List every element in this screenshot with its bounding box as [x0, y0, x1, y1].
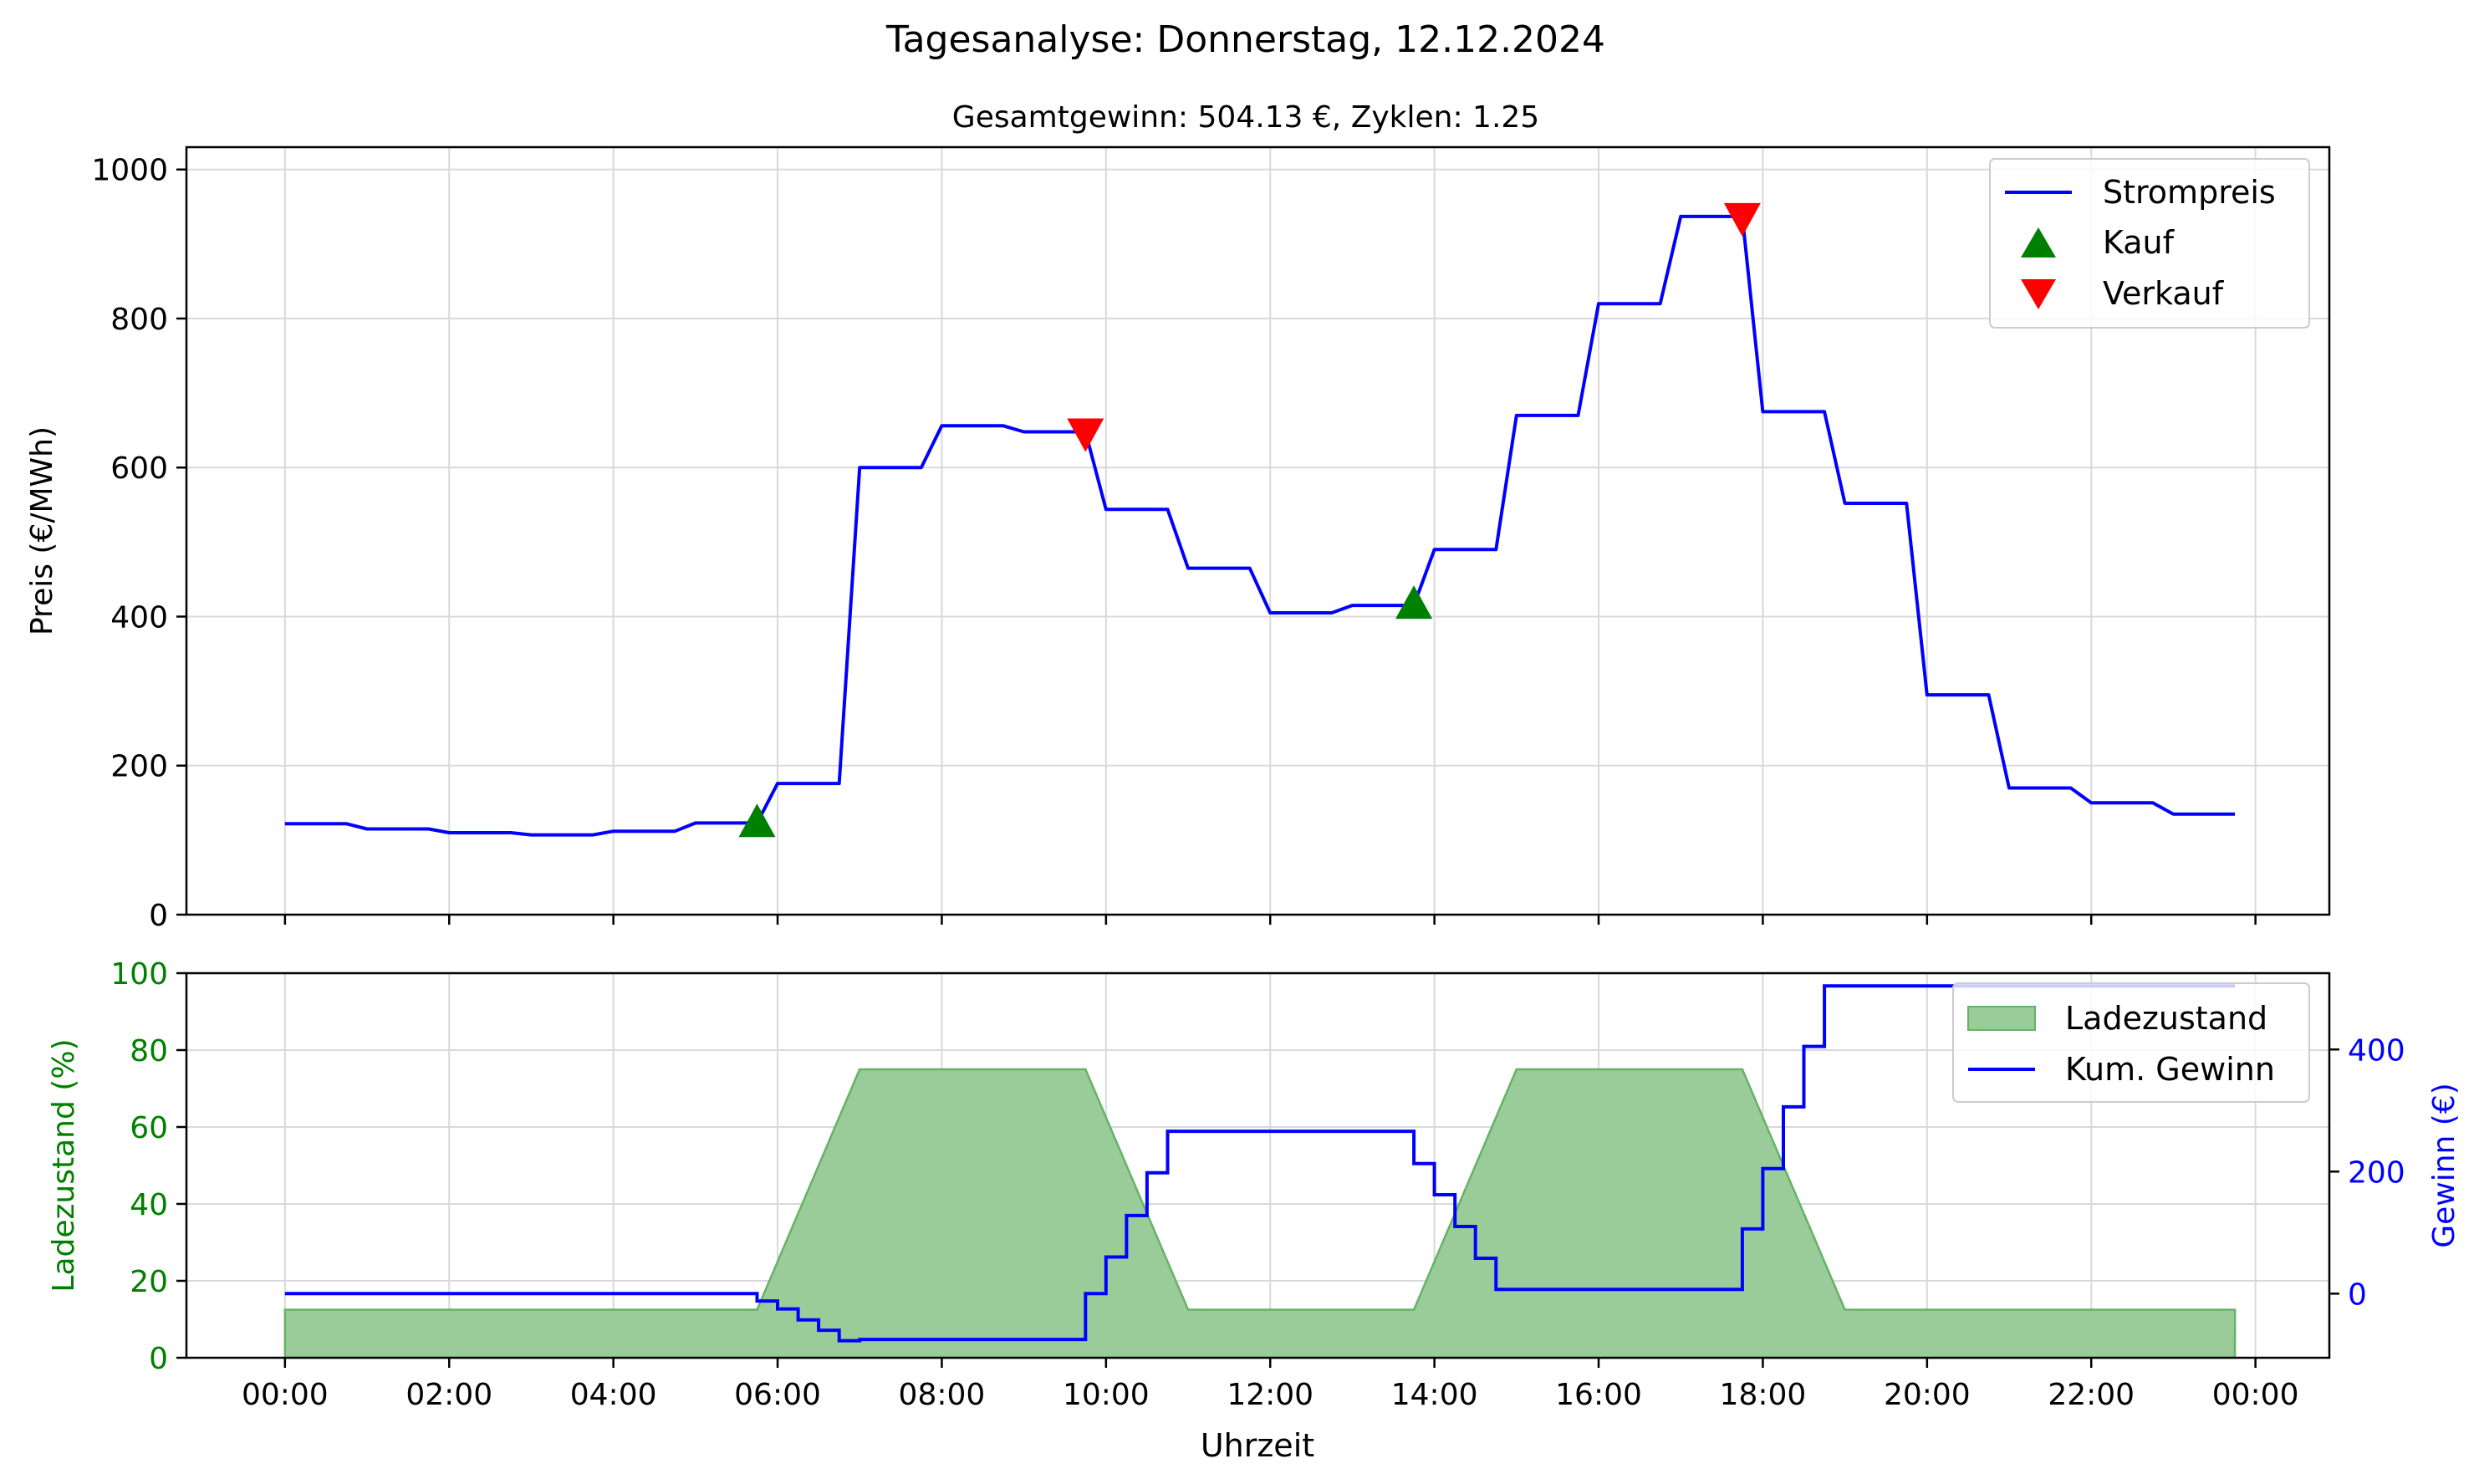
legend-soc-swatch [1967, 1006, 2036, 1031]
top-chart-title: Gesamtgewinn: 504.13 €, Zyklen: 1.25 [952, 100, 1539, 135]
time-x-axis: 00:00 02:00 04:00 06:00 08:00 10:00 12:00 14:00… [242, 1358, 2299, 1412]
x-tick-label-10: 20:00 [1884, 1378, 1971, 1412]
price-y-axis: 0 200 400 600 800 1000 [91, 154, 186, 933]
price-plot-area [284, 202, 2236, 838]
x-tick-label-8: 16:00 [1555, 1378, 1642, 1412]
figure-title: Tagesanalyse: Donnerstag, 12.12.2024 [885, 18, 1605, 61]
profit-y-tick-label-2: 400 [2348, 1033, 2405, 1068]
price-x-ticks [283, 915, 2257, 925]
legend-profit-label: Kum. Gewinn [2065, 1051, 2275, 1088]
x-tick-label-2: 04:00 [570, 1378, 657, 1412]
price-y-tick-label-5: 1000 [91, 154, 168, 188]
buy-marker-1 [1395, 585, 1433, 620]
soc-y-tick-label-0: 0 [149, 1342, 168, 1376]
sell-marker-1 [1723, 202, 1761, 237]
price-y-tick-label-1: 200 [110, 750, 168, 784]
x-tick-label-4: 08:00 [899, 1378, 986, 1412]
x-tick-label-6: 12:00 [1227, 1378, 1313, 1412]
x-axis-label: Uhrzeit [1201, 1427, 1314, 1464]
soc-legend: Ladezustand Kum. Gewinn [1952, 982, 2310, 1103]
soc-axes-frame [185, 971, 2331, 1359]
sell-marker-0 [1067, 418, 1104, 452]
x-tick-label-3: 06:00 [734, 1378, 821, 1412]
soc-area [283, 1068, 2237, 1359]
profit-line [284, 984, 2236, 1343]
soc-plot-area [283, 984, 2237, 1359]
x-tick-label-7: 14:00 [1391, 1378, 1478, 1412]
x-tick-label-5: 10:00 [1063, 1378, 1150, 1412]
profit-y-label: Gewinn (€) [2427, 1083, 2461, 1248]
legend-buy-marker [2021, 227, 2056, 258]
soc-y-tick-label-5: 100 [110, 957, 168, 992]
price-y-tick-label-0: 0 [149, 899, 168, 933]
profit-y-axis: 0 200 400 [2329, 1033, 2405, 1312]
legend-sell-label: Verkauf [2103, 275, 2225, 312]
price-y-tick-label-4: 800 [110, 303, 168, 337]
price-y-tick-label-2: 400 [110, 600, 168, 635]
x-tick-label-1: 02:00 [406, 1378, 492, 1412]
legend-price-label: Strompreis [2103, 174, 2276, 211]
price-y-label: Preis (€/MWh) [25, 426, 59, 635]
x-tick-label-9: 18:00 [1720, 1378, 1807, 1412]
x-tick-label-11: 22:00 [2048, 1378, 2135, 1412]
soc-y-tick-label-4: 80 [130, 1034, 168, 1068]
x-tick-label-0: 00:00 [242, 1378, 329, 1412]
profit-y-tick-label-0: 0 [2348, 1277, 2367, 1312]
soc-y-tick-label-2: 40 [130, 1188, 168, 1222]
buy-marker-0 [738, 803, 776, 838]
legend-sell-marker [2021, 279, 2056, 309]
soc-y-label: Ladezustand (%) [47, 1038, 81, 1292]
price-legend: Strompreis Kauf Verkauf [1989, 158, 2310, 329]
soc-y-tick-label-1: 20 [130, 1265, 168, 1299]
soc-y-axis: 0 20 40 60 80 100 [110, 957, 186, 1376]
legend-buy-label: Kauf [2103, 224, 2176, 261]
soc-y-tick-label-3: 60 [130, 1111, 168, 1145]
legend-soc-label: Ladezustand [2065, 1000, 2267, 1037]
x-tick-label-12: 00:00 [2212, 1378, 2299, 1412]
price-y-tick-label-3: 600 [110, 451, 168, 486]
price-line [284, 214, 2236, 837]
price-axes-frame [185, 145, 2331, 916]
profit-y-tick-label-1: 200 [2348, 1155, 2405, 1190]
